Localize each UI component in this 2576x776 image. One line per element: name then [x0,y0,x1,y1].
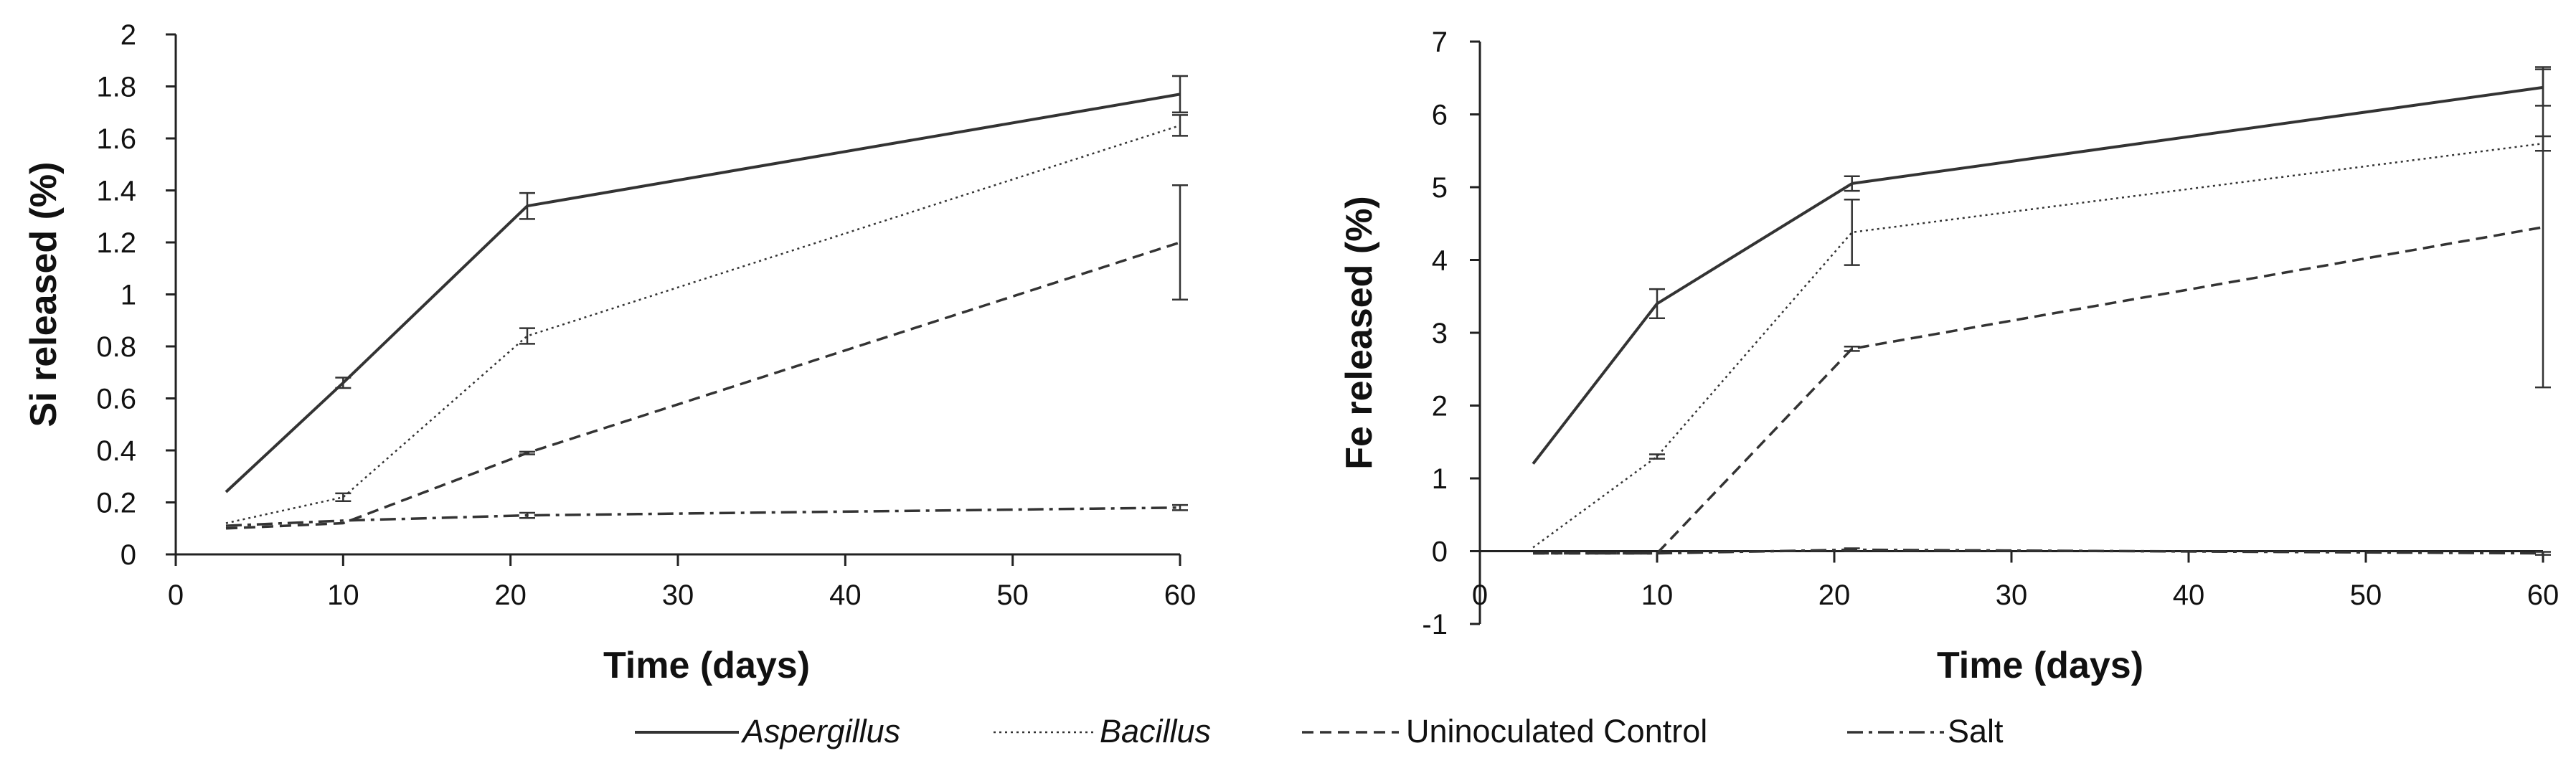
y-tick-label: -1 [1422,609,1448,640]
x-tick-label: 0 [1472,579,1488,611]
y-tick-label: 6 [1432,100,1448,131]
legend-label-bacillus: Bacillus [1100,713,1211,749]
legend-label-salt: Salt [1948,713,2004,749]
x-tick-label: 60 [1164,579,1197,611]
y-tick-label: 0.8 [96,331,136,363]
x-tick-label: 20 [494,579,527,611]
series-line-bacillus [1532,142,2544,549]
y-tick-label: 1.6 [96,123,136,155]
y-tick-label: 2 [121,19,136,51]
y-tick-label: 1 [121,280,136,311]
x-axis-title: Time (days) [1937,645,2143,686]
si-chart-panel: Time (days) Si released (%) 0 0.2 0.4 0.6 0.… [23,19,1196,686]
y-axis-title: Si released (%) [23,162,65,427]
x-tick-label: 10 [327,579,359,611]
series-line-uninoculated-control [1533,226,2544,555]
y-tick-label: 1 [1432,463,1448,495]
y-tick-label: 3 [1432,318,1448,349]
y-tick-label: 1.4 [96,176,136,207]
y-tick-label: 2 [1432,391,1448,422]
x-tick-label: 0 [168,579,184,611]
y-tick-label: 5 [1432,172,1448,204]
y-tick-label: 0 [1432,536,1448,568]
y-tick-label: 7 [1432,27,1448,58]
x-tick-label: 50 [996,579,1029,611]
legend-label-aspergillus: Aspergillus [740,713,900,749]
x-tick-label: 30 [662,579,694,611]
fe-chart-panel: Time (days) Fe released (%) -1 0 1 2 3 4 5 6 7 0 1… [1339,27,2559,686]
y-tick-label: 0 [121,539,136,571]
series-line-aspergillus [225,93,1181,493]
y-tick-label: 0.2 [96,488,136,519]
series-line-uninoculated-control [225,241,1181,530]
x-tick-label: 40 [2173,579,2205,611]
x-tick-label: 30 [1996,579,2028,611]
y-tick-label: 0.4 [96,435,136,467]
y-tick-label: 0.6 [96,384,136,415]
x-tick-label: 20 [1818,579,1851,611]
x-tick-label: 10 [1641,579,1674,611]
y-tick-label: 4 [1432,245,1448,277]
x-axis-title: Time (days) [603,645,810,686]
y-tick-label: 1.8 [96,72,136,103]
legend-label-uninoculated-control: Uninoculated Control [1406,713,1707,749]
legend: Aspergillus Bacillus Uninoculated Contro… [635,713,2004,749]
x-tick-label: 40 [829,579,862,611]
series-line-salt [225,506,1181,527]
x-tick-label: 60 [2527,579,2560,611]
series-line-salt [1533,548,2544,555]
y-axis-title: Fe released (%) [1339,196,1380,470]
y-tick-label: 1.2 [96,227,136,259]
series-line-aspergillus [1532,85,2544,465]
series-line-bacillus [225,124,1181,524]
x-tick-label: 50 [2350,579,2382,611]
